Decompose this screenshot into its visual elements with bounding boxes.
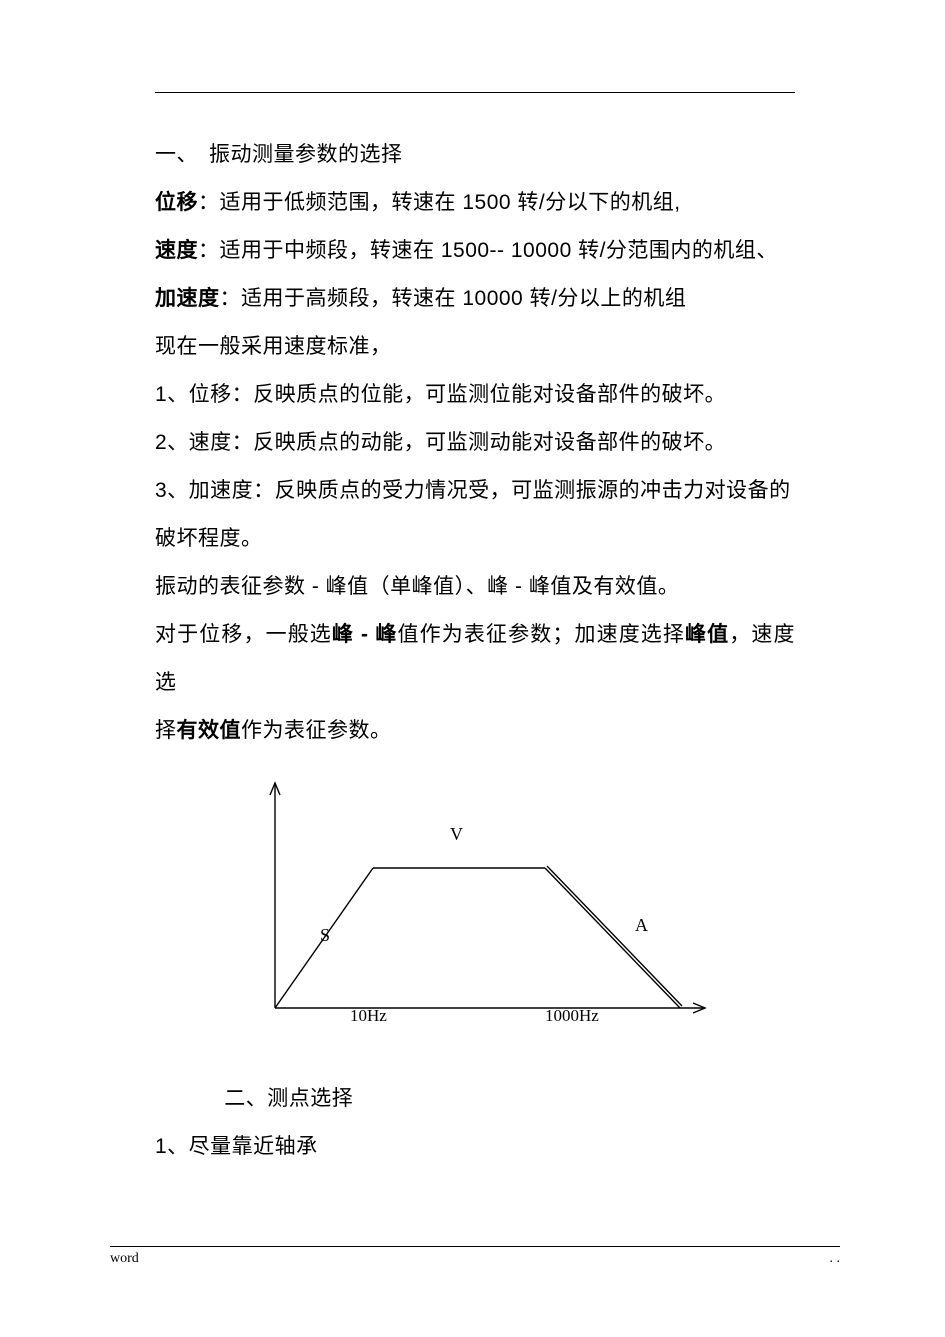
sel2-rest: 作为表征参数。: [241, 719, 392, 742]
page-footer: word . .: [110, 1246, 840, 1267]
chart-label-S: S: [320, 925, 330, 945]
label-acceleration: 加速度: [155, 287, 220, 310]
sel2-pre: 择: [155, 719, 177, 742]
sel-mid1: 值作为表征参数；加速度选择: [398, 623, 686, 646]
list2-item-1: 1、尽量靠近轴承: [155, 1123, 795, 1171]
footer-left: word: [110, 1251, 139, 1267]
para-acceleration: 加速度：适用于高频段，转速在 10000 转/分以上的机组: [155, 275, 795, 323]
heading-1: 一、 振动测量参数的选择: [155, 131, 795, 179]
para-velocity: 速度：适用于中频段，转速在 1500-- 10000 转/分范围内的机组、: [155, 227, 795, 275]
para-selection-2: 择有效值作为表征参数。: [155, 707, 795, 755]
chart-label-A: A: [635, 915, 648, 935]
footer-right: . .: [830, 1251, 841, 1267]
top-border: [155, 92, 795, 93]
list-item-3b: 破坏程度。: [155, 515, 795, 563]
text-displacement: ：适用于低频范围，转速在 1500 转/分以下的机组,: [198, 191, 681, 214]
chart-label-V: V: [450, 824, 463, 844]
list-item-3a: 3、加速度：反映质点的受力情况受，可监测振源的冲击力对设备的: [155, 467, 795, 515]
label-velocity: 速度: [155, 239, 198, 262]
frequency-response-chart: S V A 10Hz 1000Hz: [215, 773, 735, 1063]
text-acceleration: ：适用于高频段，转速在 10000 转/分以上的机组: [220, 287, 687, 310]
heading-2: 二、测点选择: [155, 1075, 795, 1123]
list-item-2: 2、速度：反映质点的动能，可监测动能对设备部件的破坏。: [155, 419, 795, 467]
para-displacement: 位移：适用于低频范围，转速在 1500 转/分以下的机组,: [155, 179, 795, 227]
document-page: 一、 振动测量参数的选择 位移：适用于低频范围，转速在 1500 转/分以下的机…: [155, 92, 795, 1171]
label-displacement: 位移: [155, 191, 198, 214]
text-velocity: ：适用于中频段，转速在 1500-- 10000 转/分范围内的机组、: [198, 239, 778, 262]
sel2-b: 有效值: [177, 719, 242, 742]
sel-b2: 峰值: [685, 623, 729, 646]
para-standard: 现在一般采用速度标准，: [155, 323, 795, 371]
para-selection-1: 对于位移，一般选峰 - 峰值作为表征参数；加速度选择峰值，速度选: [155, 611, 795, 707]
chart-label-x_tick_right: 1000Hz: [545, 1006, 599, 1025]
chart-svg: S V A 10Hz 1000Hz: [215, 773, 735, 1063]
list-item-1: 1、位移：反映质点的位能，可监测位能对设备部件的破坏。: [155, 371, 795, 419]
sel-pre: 对于位移，一般选: [155, 623, 332, 646]
chart-label-x_tick_left: 10Hz: [350, 1006, 387, 1025]
para-characterization: 振动的表征参数 - 峰值（单峰值）、峰 - 峰值及有效值。: [155, 563, 795, 611]
sel-b1: 峰 - 峰: [332, 623, 398, 646]
